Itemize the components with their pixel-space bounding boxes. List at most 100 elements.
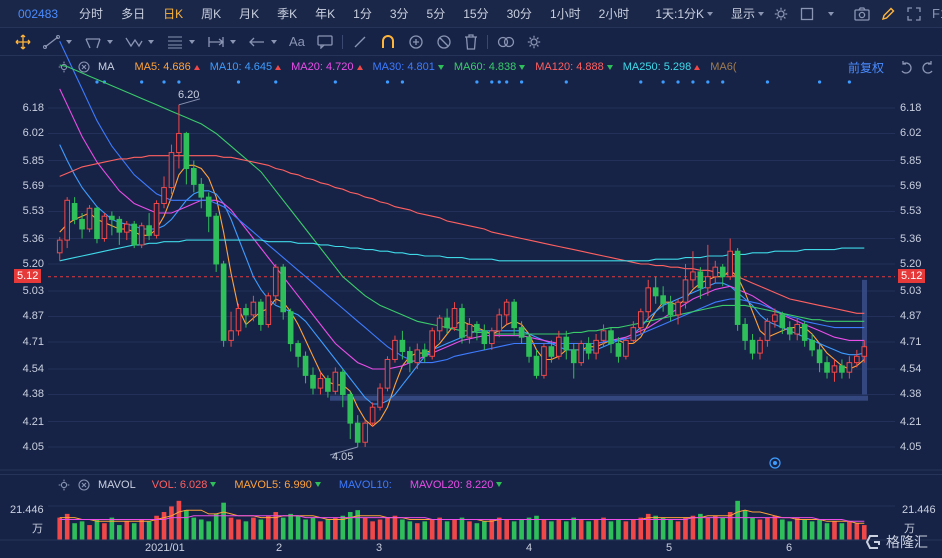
fibonacci-tool[interactable] <box>163 35 198 49</box>
signal-dot <box>177 80 181 84</box>
candle-down <box>205 196 212 217</box>
chevron-down-icon[interactable] <box>828 11 835 16</box>
low-price-label: 4.05 <box>332 451 354 463</box>
candle-down <box>198 183 205 198</box>
candle-up <box>630 327 637 341</box>
ma-legend-item[interactable]: MA30: 4.801 <box>373 61 444 73</box>
period-tab[interactable]: 30分 <box>506 7 532 21</box>
volume-axis-unit-right: 万 <box>904 523 915 535</box>
display-select[interactable]: 显示 <box>722 5 773 22</box>
vol-legend-item[interactable]: MAVOL10: <box>339 479 392 491</box>
price-tick-label: 4.05 <box>900 441 922 453</box>
period-tab[interactable]: 季K <box>277 7 298 21</box>
vol-legend-item[interactable]: MAVOL5: 6.990 <box>234 479 321 491</box>
fullscreen-icon[interactable] <box>906 6 922 22</box>
range-select-label: 1天:1分K <box>655 7 704 21</box>
refresh-icon[interactable] <box>920 60 936 76</box>
lock-drawing-icon[interactable] <box>405 34 427 50</box>
volume-bar <box>303 519 308 540</box>
wave-tool[interactable] <box>122 35 157 49</box>
settings-gear-icon[interactable] <box>773 6 789 22</box>
toolbar-settings-icon[interactable] <box>524 35 544 49</box>
period-tab[interactable]: 3分 <box>389 7 409 21</box>
period-tab[interactable]: 周K <box>201 7 222 21</box>
ma-legend-item[interactable]: MA6( <box>710 61 736 73</box>
price-tick-label: 4.71 <box>900 335 922 348</box>
price-tick-label: 6.02 <box>22 127 44 140</box>
magnet-icon[interactable] <box>377 34 399 50</box>
candle-down <box>667 303 674 316</box>
period-tab[interactable]: 1小时 <box>549 7 581 21</box>
ma-legend-item[interactable]: MA120: 4.888 <box>535 61 613 73</box>
price-tick-label: 5.20 <box>900 257 922 270</box>
camera-icon[interactable] <box>854 6 870 22</box>
period-tab[interactable]: 月K <box>239 7 260 21</box>
pencil-draw-icon[interactable] <box>880 6 896 22</box>
vol-legend-item[interactable]: MAVOL20: 8.220 <box>410 479 503 491</box>
volume-bar <box>392 515 398 540</box>
candle-down <box>220 263 227 341</box>
candle-down <box>742 323 748 341</box>
candle-up <box>757 339 763 354</box>
volume-bar <box>184 510 189 540</box>
stock-code[interactable]: 002483 <box>18 6 59 21</box>
volume-bar <box>102 523 107 540</box>
range-measure-tool[interactable] <box>204 35 239 49</box>
ma-legend-item[interactable]: MA250: 5.298 <box>623 61 701 73</box>
ma-legend-item[interactable]: MA10: 4.645 <box>210 61 282 73</box>
high-price-label: 6.20 <box>178 89 200 101</box>
vol-legend-item[interactable]: VOL: 6.028 <box>152 479 217 491</box>
mavol-line-mavol20 <box>59 515 865 522</box>
candle-up <box>727 250 733 278</box>
volume-bar <box>422 521 428 540</box>
ma-legend-item[interactable]: MA60: 4.838 <box>454 61 526 73</box>
eraser-tool[interactable] <box>349 35 371 49</box>
signal-dot <box>505 80 509 84</box>
gelonghui-logo: 格隆汇 <box>864 532 928 552</box>
period-tab[interactable]: 年K <box>315 7 336 21</box>
arrow-tool[interactable] <box>245 35 280 49</box>
f10-button[interactable]: F10 <box>932 6 942 21</box>
candle-up <box>228 330 234 341</box>
candle-down <box>585 343 592 354</box>
ma-legend-label: MA6( <box>710 61 737 73</box>
ma-legend-item[interactable]: MA5: 4.686 <box>135 61 200 73</box>
period-tab[interactable]: 15分 <box>463 7 489 21</box>
crosshair-tool[interactable] <box>12 34 34 50</box>
undo-icon[interactable] <box>898 60 914 76</box>
period-tab[interactable]: 2小时 <box>598 7 630 21</box>
period-tab[interactable]: 多日 <box>121 7 146 21</box>
candle-down <box>779 314 786 329</box>
volume-bar <box>154 515 159 540</box>
vol-close-icon[interactable] <box>76 477 92 493</box>
volume-bar <box>467 521 472 540</box>
period-tab[interactable]: 日K <box>163 7 184 21</box>
volume-bar <box>556 519 562 540</box>
channel-tool[interactable] <box>81 35 116 49</box>
vol-indicator-label[interactable]: MAVOL <box>98 478 136 491</box>
trash-icon[interactable] <box>461 33 481 50</box>
volume-bar <box>191 517 197 540</box>
link-chain-icon[interactable] <box>494 35 518 49</box>
line-tool[interactable] <box>40 34 75 49</box>
comment-tool[interactable] <box>314 34 336 49</box>
adjustment-select[interactable]: 前复权 <box>848 61 885 75</box>
candle-up <box>235 308 242 332</box>
volume-bar <box>64 513 70 540</box>
signal-dot <box>400 80 405 84</box>
volume-bar <box>861 525 867 540</box>
ma-close-icon[interactable] <box>76 59 92 75</box>
period-tab[interactable]: 分时 <box>79 7 104 21</box>
period-tab[interactable]: 1分 <box>353 7 372 21</box>
ma-indicator-label[interactable]: MA <box>98 61 115 73</box>
square-checkbox-icon[interactable] <box>799 6 815 22</box>
candle-up <box>503 301 510 316</box>
hide-drawing-icon[interactable] <box>433 34 455 50</box>
text-tool[interactable]: Aa <box>286 34 308 49</box>
vol-settings-icon[interactable] <box>56 477 72 493</box>
range-select[interactable]: 1天:1分K <box>646 5 722 22</box>
ma-legend-item[interactable]: MA20: 4.720 <box>291 61 363 73</box>
volume-bar <box>839 523 845 540</box>
period-tab[interactable]: 5分 <box>426 7 446 21</box>
